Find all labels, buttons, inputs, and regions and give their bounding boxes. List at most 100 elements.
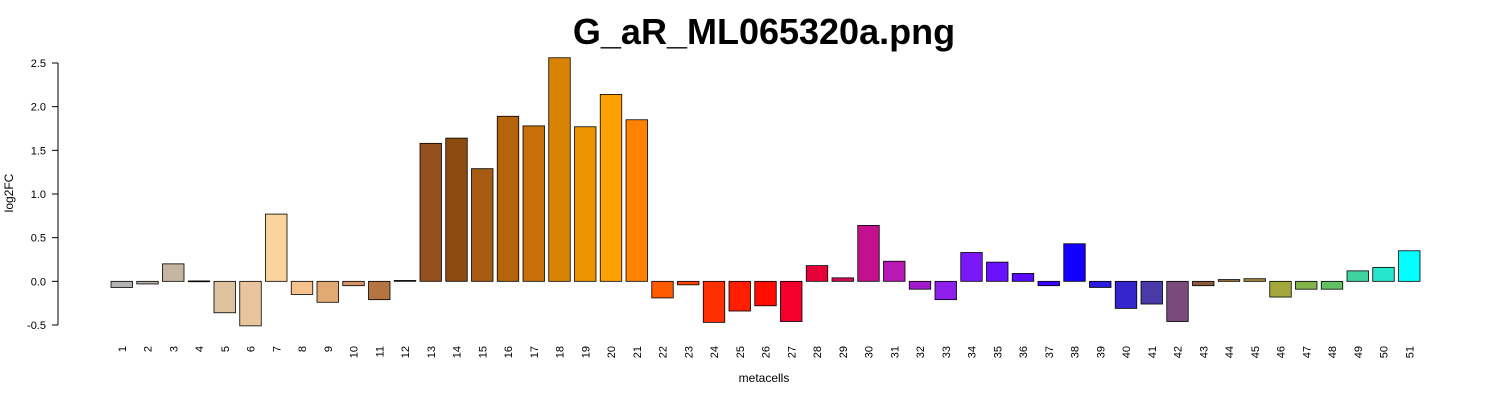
bars-group [110,57,1421,327]
bar-9 [316,280,339,303]
bar-8 [290,280,314,295]
y-axis: -0.5 0.0 0.5 1.0 1.5 2.0 2.5 [27,58,59,332]
bar-47 [1295,280,1318,290]
x-tick-label: 3 [168,346,180,352]
x-tick-label: 34 [967,346,979,358]
x-tick-label: 28 [812,346,824,358]
y-tick-label: 1.5 [31,145,46,157]
bar-20 [599,94,623,282]
x-tick-label: 23 [683,346,695,358]
x-tick-label: 47 [1301,346,1313,358]
bar-40 [1114,280,1138,309]
x-tick-label: 11 [374,346,386,357]
x-tick-label: 43 [1198,346,1210,358]
bar-39 [1089,280,1112,288]
x-tick-label: 5 [220,346,232,352]
bar-38 [1063,243,1086,282]
bar-1 [110,280,133,288]
x-tick-labels: 1 2 3 4 5 6 7 8 9 10 11 12 13 14 15 16 17 18 19 20 21 22 23 24 2… [117,346,1417,358]
x-tick-label: 7 [271,346,283,352]
x-tick-label: 50 [1379,346,1391,358]
x-tick-label: 49 [1353,346,1365,358]
x-tick-label: 27 [786,346,798,358]
bar-10 [342,280,365,287]
x-axis-label: metacells [739,371,790,385]
chart-title: G_aR_ML065320a.png [573,11,955,52]
y-tick-label: 2.5 [31,58,46,70]
x-tick-label: 2 [143,346,155,352]
bar-4 [187,280,211,283]
bar-2 [136,280,159,285]
bar-35 [986,261,1009,282]
x-tick-label: 26 [761,346,773,358]
bar-45 [1243,278,1266,282]
bar-15 [471,168,494,282]
x-tick-label: 13 [426,346,438,358]
x-tick-label: 8 [297,346,309,352]
bar-36 [1011,273,1035,282]
bar-48 [1320,280,1344,290]
bar-17 [522,125,545,282]
y-tick-label: 1.0 [31,189,46,201]
y-tick-label: -0.5 [27,320,46,332]
x-tick-label: 39 [1095,346,1107,358]
bar-49 [1346,270,1369,282]
bar-50 [1372,266,1395,282]
x-tick-label: 21 [632,346,644,358]
x-tick-label: 24 [709,346,721,358]
bar-5 [213,280,236,314]
x-tick-label: 19 [580,346,592,358]
x-tick-label: 46 [1276,346,1288,358]
bar-23 [677,280,700,286]
x-tick-label: 32 [915,346,927,358]
bar-46 [1269,280,1292,298]
x-tick-label: 42 [1173,346,1185,358]
x-tick-label: 18 [555,346,567,358]
x-tick-label: 12 [400,346,412,358]
bar-14 [445,137,468,282]
x-tick-label: 9 [323,346,335,352]
bar-42 [1166,280,1189,322]
x-tick-label: 29 [838,346,850,358]
x-tick-label: 44 [1224,346,1236,358]
bar-43 [1192,280,1215,287]
x-tick-label: 51 [1404,346,1416,358]
bar-24 [702,280,726,323]
bar-19 [574,126,597,282]
bar-29 [831,277,854,282]
x-tick-label: 17 [529,346,541,358]
x-tick-label: 15 [477,346,489,358]
bar-41 [1140,280,1163,305]
y-tick-label: 2.0 [31,102,46,114]
x-tick-label: 4 [194,346,206,352]
x-tick-label: 14 [452,346,464,358]
bar-11 [368,280,391,301]
bar-18 [548,57,571,282]
bar-7 [265,213,288,282]
bar-44 [1217,279,1241,282]
x-tick-label: 20 [606,346,618,358]
x-tick-label: 16 [503,346,515,358]
bar-37 [1037,280,1060,287]
x-tick-label: 45 [1250,346,1262,358]
x-tick-label: 40 [1121,346,1133,358]
bar-34 [960,252,983,282]
bar-21 [625,119,648,282]
bar-22 [651,280,674,299]
bar-51 [1398,250,1421,282]
x-tick-label: 31 [889,346,901,358]
bar-31 [883,260,906,282]
x-tick-label: 48 [1327,346,1339,358]
x-tick-label: 36 [1018,346,1030,358]
x-tick-label: 30 [864,346,876,358]
x-tick-label: 1 [117,346,129,352]
bar-6 [239,280,262,327]
bar-13 [419,142,442,282]
bar-25 [728,280,751,312]
x-tick-label: 25 [735,346,747,358]
x-tick-label: 37 [1044,346,1056,358]
x-tick-label: 41 [1147,346,1159,358]
bar-26 [754,280,777,307]
